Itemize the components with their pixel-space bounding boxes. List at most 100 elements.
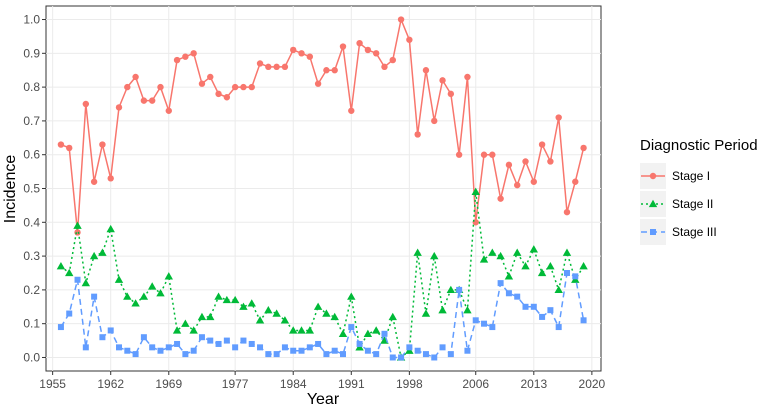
data-point-stage-ii — [330, 312, 339, 321]
x-tick-label: 1955 — [39, 377, 66, 391]
series-line-stage-iii — [60, 272, 585, 359]
data-point-stage-iii — [74, 276, 81, 283]
legend-title: Diagnostic Period — [640, 137, 758, 154]
y-tick-label: 0.5 — [23, 182, 40, 196]
data-point-stage-ii — [89, 251, 99, 260]
data-point-stage-i — [505, 161, 513, 169]
data-point-stage-i — [514, 181, 521, 189]
data-point-stage-iii — [91, 293, 98, 300]
data-point-stage-iii — [290, 347, 297, 354]
legend-label: Stage I — [672, 169, 710, 183]
data-point-stage-ii — [554, 285, 563, 294]
x-tick-label: 1969 — [155, 377, 182, 391]
y-tick-label: 0.0 — [23, 350, 40, 364]
x-tick-label: 1991 — [338, 377, 365, 391]
data-point-stage-iii — [207, 337, 214, 344]
data-point-stage-iii — [132, 351, 139, 358]
data-point-stage-i — [207, 73, 214, 81]
data-point-stage-iii — [190, 347, 197, 354]
data-point-stage-ii — [230, 295, 240, 304]
legend-item-stage-ii: Stage II — [640, 191, 713, 217]
data-point-stage-ii — [363, 329, 373, 337]
data-point-stage-iii — [257, 344, 264, 351]
data-point-stage-iii — [456, 286, 463, 293]
data-point-stage-i — [99, 141, 106, 148]
data-point-stage-i — [372, 50, 380, 57]
data-point-stage-i — [563, 208, 571, 216]
data-point-stage-iii — [223, 337, 230, 344]
data-point-stage-iii — [472, 317, 479, 324]
data-point-stage-i — [389, 56, 396, 64]
data-point-stage-ii — [513, 248, 522, 256]
x-tick-label: 2013 — [520, 377, 547, 391]
data-point-stage-ii — [413, 248, 422, 256]
y-tick-label: 0.4 — [23, 215, 40, 229]
data-point-stage-ii — [322, 309, 331, 317]
data-point-stage-ii — [496, 251, 505, 260]
data-point-stage-iii — [431, 354, 438, 361]
data-point-stage-ii — [297, 326, 306, 334]
data-point-stage-ii — [338, 329, 348, 337]
legend-label: Stage II — [672, 197, 713, 211]
legend-marker — [649, 172, 657, 180]
data-point-stage-i — [173, 56, 181, 64]
data-point-stage-iii — [82, 344, 89, 351]
data-point-stage-i — [273, 63, 280, 71]
data-point-stage-iii — [563, 269, 570, 276]
data-point-stage-ii — [280, 316, 290, 324]
legend-item-stage-iii: Stage III — [640, 219, 717, 245]
y-axis-ticks: 0.0 0.1 0.2 0.3 0.4 0.5 0.6 0.7 0.8 0.9 1.0 — [23, 13, 46, 364]
data-point-stage-i — [348, 107, 355, 114]
data-point-stage-i — [231, 83, 239, 91]
data-point-stage-i — [248, 83, 255, 91]
data-point-stage-i — [66, 144, 73, 152]
data-point-stage-i — [256, 60, 264, 67]
y-tick-label: 0.9 — [23, 46, 40, 60]
data-point-stage-ii — [430, 251, 439, 260]
data-point-stage-i — [107, 175, 114, 182]
data-point-stage-iii — [398, 354, 405, 361]
data-point-stage-i — [74, 229, 81, 236]
data-point-stage-iii — [555, 324, 562, 331]
data-point-stage-ii — [172, 326, 182, 334]
data-point-stage-i — [431, 117, 438, 125]
data-point-stage-i — [439, 77, 446, 84]
data-point-stage-iii — [447, 351, 454, 358]
series-stage-iii — [57, 269, 587, 361]
legend-marker — [648, 199, 658, 208]
data-point-stage-iii — [265, 351, 272, 358]
data-point-stage-i — [381, 63, 388, 71]
data-point-stage-i — [115, 104, 123, 111]
data-point-stage-i — [140, 97, 148, 104]
data-point-stage-ii — [214, 292, 223, 300]
data-point-stage-i — [290, 46, 297, 54]
data-point-stage-ii — [255, 316, 265, 324]
data-point-stage-ii — [81, 278, 91, 287]
data-point-stage-ii — [463, 305, 472, 314]
data-point-stage-iii — [57, 324, 64, 331]
data-point-stage-iii — [116, 344, 123, 351]
legend-item-stage-i: Stage I — [640, 163, 710, 189]
data-point-stage-iii — [232, 344, 239, 351]
data-point-stage-iii — [481, 320, 488, 327]
data-point-stage-i — [422, 67, 430, 74]
data-point-stage-ii — [73, 221, 82, 229]
data-point-stage-ii — [546, 262, 555, 270]
data-point-stage-iii — [99, 334, 106, 341]
data-point-stage-i — [455, 151, 463, 158]
data-point-stage-ii — [65, 268, 74, 277]
data-point-stage-ii — [139, 292, 149, 300]
data-point-stage-iii — [281, 344, 288, 351]
data-point-stage-ii — [347, 292, 356, 300]
x-tick-label: 2020 — [579, 377, 606, 391]
data-point-stage-iii — [331, 347, 338, 354]
data-point-stage-i — [580, 144, 587, 152]
y-axis-title: Incidence — [2, 155, 19, 224]
data-point-stage-ii — [197, 312, 207, 321]
data-point-stage-i — [132, 73, 139, 81]
data-point-stage-i — [57, 141, 65, 148]
x-axis-title: Year — [307, 391, 340, 408]
x-axis-ticks: 1955 1962 1969 1977 1984 1991 1998 2006 2013 2020 — [39, 371, 606, 391]
data-point-stage-ii — [313, 302, 323, 310]
